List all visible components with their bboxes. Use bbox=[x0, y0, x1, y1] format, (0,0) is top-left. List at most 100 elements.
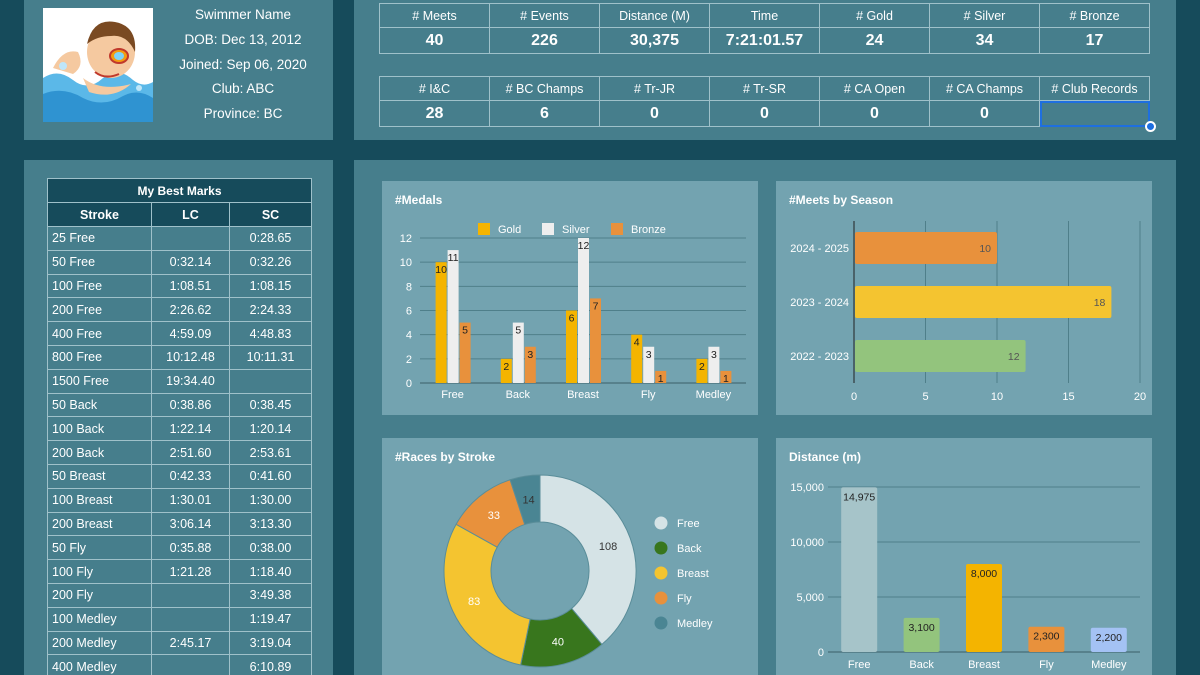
stat-label-ca-champs[interactable]: # CA Champs bbox=[929, 76, 1040, 101]
stroke-cell[interactable]: 1500 Free bbox=[47, 368, 152, 394]
stroke-cell[interactable]: 25 Free bbox=[47, 226, 152, 251]
swimmer-dob: DOB: Dec 13, 2012 bbox=[184, 32, 302, 47]
table-row: 200 Breast 3:06.14 3:13.30 bbox=[47, 511, 312, 537]
lc-time-cell[interactable] bbox=[151, 654, 230, 675]
data-label: 7 bbox=[593, 300, 599, 312]
stroke-cell[interactable]: 100 Back bbox=[47, 416, 152, 442]
sc-time-cell[interactable]: 0:38.00 bbox=[229, 535, 312, 561]
cell-selection-handle[interactable] bbox=[1145, 121, 1156, 132]
stroke-cell[interactable]: 100 Medley bbox=[47, 606, 152, 632]
stat-value-bc-champs[interactable]: 6 bbox=[489, 100, 600, 127]
stroke-cell[interactable]: 100 Free bbox=[47, 273, 152, 299]
lc-time-cell[interactable]: 0:42.33 bbox=[151, 463, 230, 489]
lc-time-cell[interactable] bbox=[151, 582, 230, 608]
sc-time-cell[interactable]: 1:18.40 bbox=[229, 559, 312, 584]
stat-label-ic[interactable]: # I&C bbox=[379, 76, 490, 101]
lc-time-cell[interactable]: 2:45.17 bbox=[151, 630, 230, 656]
stat-label-meets[interactable]: # Meets bbox=[379, 3, 490, 28]
table-row: 800 Free 10:12.48 10:11.31 bbox=[47, 344, 312, 370]
lc-time-cell[interactable]: 1:22.14 bbox=[151, 416, 230, 442]
stat-value-ca-open[interactable]: 0 bbox=[819, 100, 930, 127]
stroke-cell[interactable]: 800 Free bbox=[47, 344, 152, 370]
lc-time-cell[interactable]: 1:21.28 bbox=[151, 559, 230, 584]
lc-time-cell[interactable]: 1:30.01 bbox=[151, 487, 230, 513]
stat-value-time[interactable]: 7:21:01.57 bbox=[709, 27, 820, 54]
stat-label-tr-jr[interactable]: # Tr-JR bbox=[599, 76, 710, 101]
sc-time-cell[interactable] bbox=[229, 368, 312, 394]
stroke-cell[interactable]: 50 Back bbox=[47, 392, 152, 418]
lc-time-cell[interactable]: 2:26.62 bbox=[151, 297, 230, 323]
stroke-cell[interactable]: 200 Medley bbox=[47, 630, 152, 656]
lc-time-cell[interactable]: 4:59.09 bbox=[151, 321, 230, 346]
stroke-cell[interactable]: 100 Breast bbox=[47, 487, 152, 513]
sc-time-cell[interactable]: 1:19.47 bbox=[229, 606, 312, 632]
stat-value-events[interactable]: 226 bbox=[489, 27, 600, 54]
y-tick-label: 15,000 bbox=[790, 482, 824, 494]
stroke-cell[interactable]: 400 Free bbox=[47, 321, 152, 346]
lc-time-cell[interactable]: 0:32.14 bbox=[151, 249, 230, 275]
meets-chart: 0 5 10 15 20 10 2024 - 2025 18 2023 - 2024 12 2022… bbox=[790, 221, 1146, 403]
sc-time-cell[interactable]: 1:30.00 bbox=[229, 487, 312, 513]
lc-time-cell[interactable]: 3:06.14 bbox=[151, 511, 230, 537]
stat-value-tr-sr[interactable]: 0 bbox=[709, 100, 820, 127]
stat-value-ic[interactable]: 28 bbox=[379, 100, 490, 127]
stroke-cell[interactable]: 50 Breast bbox=[47, 463, 152, 489]
sc-time-cell[interactable]: 1:20.14 bbox=[229, 416, 312, 442]
stroke-cell[interactable]: 200 Fly bbox=[47, 582, 152, 608]
stat-label-silver[interactable]: # Silver bbox=[929, 3, 1040, 28]
legend-swatch-free bbox=[654, 516, 668, 530]
stat-label-time[interactable]: Time bbox=[709, 3, 820, 28]
lc-time-cell[interactable]: 0:38.86 bbox=[151, 392, 230, 418]
stat-value-ca-champs[interactable]: 0 bbox=[929, 100, 1040, 127]
y-tick-label: 10 bbox=[400, 257, 412, 269]
table-row: 25 Free 0:28.65 bbox=[47, 226, 312, 251]
stat-label-distance[interactable]: Distance (M) bbox=[599, 3, 710, 28]
stat-label-tr-sr[interactable]: # Tr-SR bbox=[709, 76, 820, 101]
stat-value-bronze[interactable]: 17 bbox=[1039, 27, 1150, 54]
lc-time-cell[interactable] bbox=[151, 226, 230, 251]
stroke-cell[interactable]: 400 Medley bbox=[47, 654, 152, 675]
sc-time-cell[interactable]: 3:19.04 bbox=[229, 630, 312, 656]
lc-time-cell[interactable] bbox=[151, 606, 230, 632]
lc-time-cell[interactable]: 2:51.60 bbox=[151, 440, 230, 465]
stroke-cell[interactable]: 200 Breast bbox=[47, 511, 152, 537]
stat-label-events[interactable]: # Events bbox=[489, 3, 600, 28]
sc-time-cell[interactable]: 0:41.60 bbox=[229, 463, 312, 489]
stat-label-bronze[interactable]: # Bronze bbox=[1039, 3, 1150, 28]
stroke-cell[interactable]: 100 Fly bbox=[47, 559, 152, 584]
lc-time-cell[interactable]: 0:35.88 bbox=[151, 535, 230, 561]
stat-value-tr-jr[interactable]: 0 bbox=[599, 100, 710, 127]
stat-value-meets[interactable]: 40 bbox=[379, 27, 490, 54]
lc-time-cell[interactable]: 1:08.51 bbox=[151, 273, 230, 299]
sc-time-cell[interactable]: 1:08.15 bbox=[229, 273, 312, 299]
data-label: 3 bbox=[711, 349, 717, 361]
sc-time-cell[interactable]: 0:28.65 bbox=[229, 226, 312, 251]
stroke-cell[interactable]: 200 Free bbox=[47, 297, 152, 323]
stroke-cell[interactable]: 50 Fly bbox=[47, 535, 152, 561]
sc-time-cell[interactable]: 0:32.26 bbox=[229, 249, 312, 275]
sc-time-cell[interactable]: 10:11.31 bbox=[229, 344, 312, 370]
stat-label-bc-champs[interactable]: # BC Champs bbox=[489, 76, 600, 101]
stat-label-gold[interactable]: # Gold bbox=[819, 3, 930, 28]
stat-value-silver[interactable]: 34 bbox=[929, 27, 1040, 54]
stroke-cell[interactable]: 200 Back bbox=[47, 440, 152, 465]
sc-time-cell[interactable]: 2:53.61 bbox=[229, 440, 312, 465]
sc-time-cell[interactable]: 0:38.45 bbox=[229, 392, 312, 418]
col-header-lc: LC bbox=[151, 202, 230, 227]
stroke-cell[interactable]: 50 Free bbox=[47, 249, 152, 275]
stat-label-ca-open[interactable]: # CA Open bbox=[819, 76, 930, 101]
sc-time-cell[interactable]: 6:10.89 bbox=[229, 654, 312, 675]
stat-value-distance[interactable]: 30,375 bbox=[599, 27, 710, 54]
sc-time-cell[interactable]: 2:24.33 bbox=[229, 297, 312, 323]
data-label: 2 bbox=[503, 361, 509, 373]
lc-time-cell[interactable]: 10:12.48 bbox=[151, 344, 230, 370]
lc-time-cell[interactable]: 19:34.40 bbox=[151, 368, 230, 394]
sc-time-cell[interactable]: 3:49.38 bbox=[229, 582, 312, 608]
table-row: 400 Free 4:59.09 4:48.83 bbox=[47, 321, 312, 346]
stat-value-club-records[interactable] bbox=[1039, 100, 1150, 127]
stat-label-club-records[interactable]: # Club Records bbox=[1039, 76, 1150, 101]
x-tick-label: Breast bbox=[968, 659, 1000, 671]
sc-time-cell[interactable]: 4:48.83 bbox=[229, 321, 312, 346]
stat-value-gold[interactable]: 24 bbox=[819, 27, 930, 54]
sc-time-cell[interactable]: 3:13.30 bbox=[229, 511, 312, 537]
